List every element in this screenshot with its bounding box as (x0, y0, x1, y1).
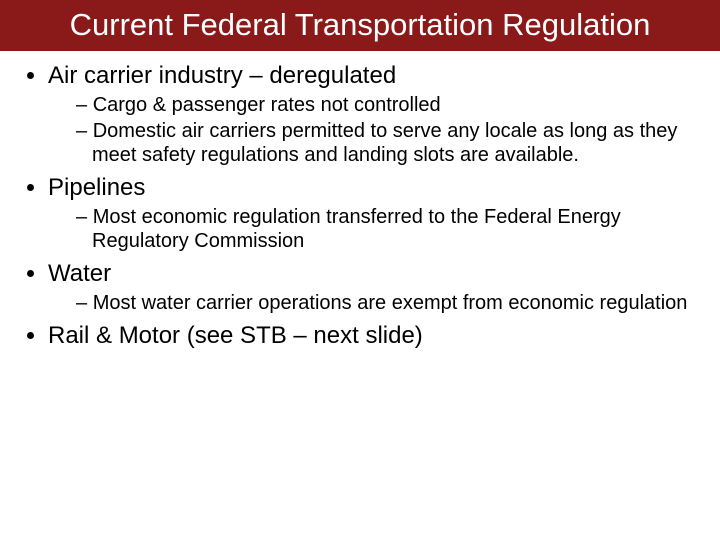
bullet-heading: Rail & Motor (see STB – next slide) (48, 322, 423, 349)
list-item: Most economic regulation transferred to … (76, 205, 700, 253)
list-item: Rail & Motor (see STB – next slide) (48, 321, 700, 351)
list-item: Cargo & passenger rates not controlled (76, 93, 700, 117)
bullet-heading: Water (48, 260, 111, 287)
bullet-list-level1: Air carrier industry – deregulated Cargo… (20, 61, 700, 351)
slide-title: Current Federal Transportation Regulatio… (0, 0, 720, 51)
bullet-heading: Air carrier industry – deregulated (48, 62, 396, 89)
bullet-list-level2: Most economic regulation transferred to … (48, 205, 700, 253)
list-item: Water Most water carrier operations are … (48, 259, 700, 315)
list-item: Air carrier industry – deregulated Cargo… (48, 61, 700, 167)
list-item: Domestic air carriers permitted to serve… (76, 119, 700, 167)
slide-body: Air carrier industry – deregulated Cargo… (0, 51, 720, 351)
list-item: Most water carrier operations are exempt… (76, 291, 700, 315)
bullet-list-level2: Cargo & passenger rates not controlled D… (48, 93, 700, 167)
bullet-list-level2: Most water carrier operations are exempt… (48, 291, 700, 315)
list-item: Pipelines Most economic regulation trans… (48, 173, 700, 253)
bullet-heading: Pipelines (48, 174, 145, 201)
